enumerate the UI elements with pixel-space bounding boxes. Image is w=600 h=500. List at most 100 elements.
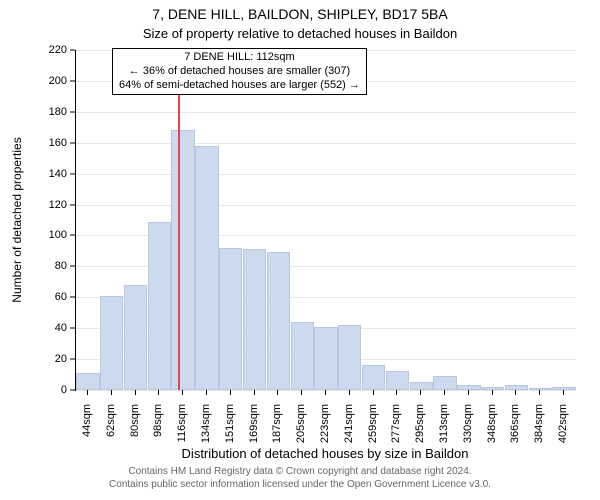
y-tick-mark xyxy=(70,111,75,112)
x-tick-mark xyxy=(111,390,112,395)
y-tick-label: 20 xyxy=(39,353,67,365)
histogram-bar xyxy=(314,327,337,390)
y-tick-mark xyxy=(70,297,75,298)
x-tick-label: 241sqm xyxy=(343,404,355,454)
chart-title: 7, DENE HILL, BAILDON, SHIPLEY, BD17 5BA xyxy=(0,6,600,22)
x-tick-mark xyxy=(158,390,159,395)
x-tick-label: 169sqm xyxy=(248,404,260,454)
y-tick-mark xyxy=(70,266,75,267)
histogram-bar xyxy=(76,373,99,390)
histogram-bar xyxy=(219,248,242,390)
y-tick-mark xyxy=(70,142,75,143)
x-tick-mark xyxy=(396,390,397,395)
x-tick-label: 98sqm xyxy=(152,404,164,454)
annotation-line: ← 36% of detached houses are smaller (30… xyxy=(119,65,360,79)
y-axis-label: Number of detached properties xyxy=(10,50,24,390)
footer-line: Contains public sector information licen… xyxy=(0,479,600,492)
histogram-bar xyxy=(171,130,194,390)
grid-line xyxy=(76,205,576,206)
x-tick-mark xyxy=(277,390,278,395)
x-tick-mark xyxy=(325,390,326,395)
grid-line xyxy=(76,390,576,391)
x-tick-mark xyxy=(420,390,421,395)
x-tick-label: 330sqm xyxy=(462,404,474,454)
x-tick-label: 366sqm xyxy=(509,404,521,454)
x-tick-label: 277sqm xyxy=(390,404,402,454)
grid-line xyxy=(76,174,576,175)
y-tick-label: 100 xyxy=(39,229,67,241)
histogram-bar xyxy=(124,285,147,390)
histogram-bar xyxy=(433,376,456,390)
y-tick-mark xyxy=(70,173,75,174)
x-tick-label: 348sqm xyxy=(486,404,498,454)
x-tick-mark xyxy=(468,390,469,395)
x-tick-label: 259sqm xyxy=(367,404,379,454)
histogram-bar xyxy=(291,322,314,390)
y-tick-mark xyxy=(70,359,75,360)
grid-line xyxy=(76,112,576,113)
y-tick-mark xyxy=(70,390,75,391)
y-tick-label: 80 xyxy=(39,260,67,272)
y-tick-label: 140 xyxy=(39,168,67,180)
x-tick-label: 62sqm xyxy=(105,404,117,454)
x-tick-mark xyxy=(254,390,255,395)
histogram-bar xyxy=(338,325,361,390)
x-tick-label: 151sqm xyxy=(224,404,236,454)
x-tick-mark xyxy=(492,390,493,395)
y-tick-mark xyxy=(70,328,75,329)
grid-line xyxy=(76,143,576,144)
footer-text: Contains HM Land Registry data © Crown c… xyxy=(0,466,600,491)
y-tick-label: 180 xyxy=(39,106,67,118)
y-tick-mark xyxy=(70,235,75,236)
x-tick-label: 205sqm xyxy=(295,404,307,454)
y-tick-label: 160 xyxy=(39,137,67,149)
annotation-line: 64% of semi-detached houses are larger (… xyxy=(119,79,360,93)
histogram-bar xyxy=(410,382,433,390)
histogram-bar xyxy=(457,385,480,390)
x-tick-mark xyxy=(87,390,88,395)
x-tick-mark xyxy=(444,390,445,395)
y-tick-mark xyxy=(70,80,75,81)
x-tick-label: 116sqm xyxy=(176,404,188,454)
x-tick-label: 134sqm xyxy=(200,404,212,454)
x-tick-label: 313sqm xyxy=(438,404,450,454)
reference-line xyxy=(178,50,180,390)
x-tick-mark xyxy=(373,390,374,395)
histogram-bar xyxy=(243,249,266,390)
histogram-bar xyxy=(481,387,504,390)
histogram-bar xyxy=(195,146,218,390)
annotation-box: 7 DENE HILL: 112sqm← 36% of detached hou… xyxy=(112,48,367,95)
x-tick-mark xyxy=(230,390,231,395)
x-tick-label: 402sqm xyxy=(557,404,569,454)
annotation-line: 7 DENE HILL: 112sqm xyxy=(119,51,360,65)
x-tick-mark xyxy=(301,390,302,395)
x-tick-label: 80sqm xyxy=(129,404,141,454)
x-tick-mark xyxy=(206,390,207,395)
histogram-bar xyxy=(386,371,409,390)
y-tick-label: 0 xyxy=(39,384,67,396)
chart-subtitle: Size of property relative to detached ho… xyxy=(0,26,600,41)
histogram-bar xyxy=(362,365,385,390)
x-tick-mark xyxy=(182,390,183,395)
y-tick-label: 200 xyxy=(39,75,67,87)
y-tick-mark xyxy=(70,204,75,205)
histogram-bar xyxy=(148,222,171,390)
histogram-bar xyxy=(267,252,290,390)
x-tick-mark xyxy=(539,390,540,395)
y-tick-label: 60 xyxy=(39,291,67,303)
plot-area xyxy=(75,50,576,391)
x-tick-label: 187sqm xyxy=(271,404,283,454)
y-tick-label: 220 xyxy=(39,44,67,56)
x-tick-label: 44sqm xyxy=(81,404,93,454)
footer-line: Contains HM Land Registry data © Crown c… xyxy=(0,466,600,479)
x-tick-label: 223sqm xyxy=(319,404,331,454)
y-tick-mark xyxy=(70,50,75,51)
histogram-bar xyxy=(100,296,123,390)
y-tick-label: 40 xyxy=(39,322,67,334)
x-tick-mark xyxy=(563,390,564,395)
x-tick-mark xyxy=(349,390,350,395)
x-tick-mark xyxy=(135,390,136,395)
x-tick-label: 295sqm xyxy=(414,404,426,454)
x-tick-mark xyxy=(515,390,516,395)
y-tick-label: 120 xyxy=(39,199,67,211)
